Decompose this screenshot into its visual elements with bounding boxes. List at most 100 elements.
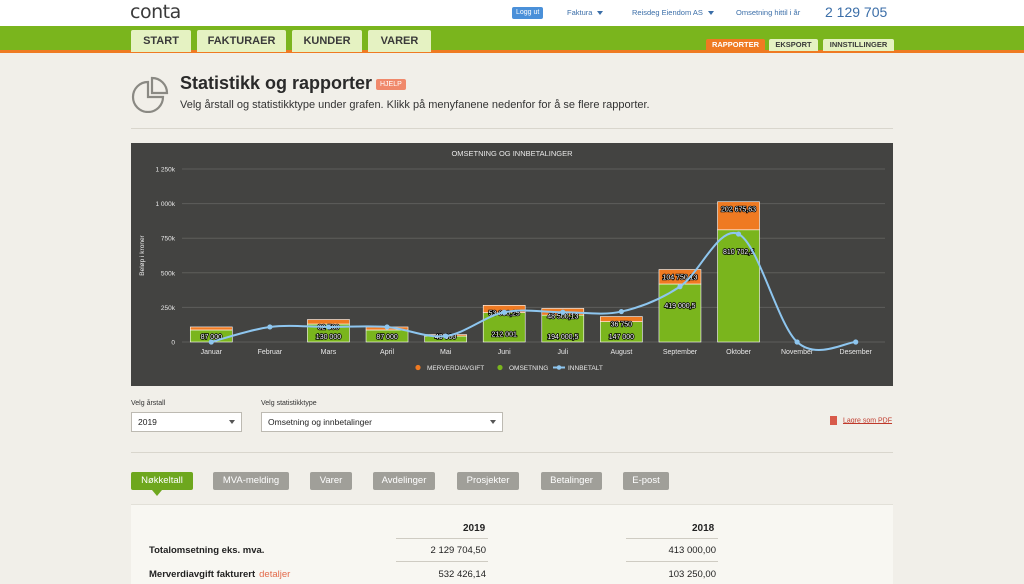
divider [131,128,893,129]
point-innbetalt [794,339,800,345]
bar-omsetning [717,229,760,343]
x-tick-label: Januar [201,349,223,356]
nav-tab-fakturaer[interactable]: FAKTURAER [197,30,286,52]
subtab-eksport[interactable]: EKSPORT [769,39,818,51]
y-tick-label: 750k [161,236,176,243]
value-total-2019: 2 129 704,50 [430,545,486,556]
key-figures-panel [131,504,893,584]
y-tick-label: 250k [161,305,176,312]
legend-swatch [556,365,562,370]
bar-merverdiavgift [600,316,643,322]
legend-swatch [497,364,503,371]
app-logo[interactable]: conta [130,1,181,23]
faktura-menu-label: Faktura [567,8,593,17]
details-link[interactable]: detaljer [259,569,291,580]
data-label-omsetning: 212 001 [492,332,517,339]
data-label-omsetning: 194 000,5 [547,334,578,341]
chart-title: OMSETNING OG INNBETALINGER [451,149,573,158]
data-label-merverdiavgift: 48 500,13 [547,313,578,320]
tab-prosjekter[interactable]: Prosjekter [457,472,519,490]
x-tick-label: September [663,349,698,356]
stat-type-select[interactable]: Omsetning og innbetalinger [261,412,503,432]
bar-merverdiavgift [307,319,350,325]
nav-tab-varer[interactable]: VARER [368,30,431,52]
bar-omsetning [658,283,702,343]
revenue-label: Omsetning hittil i år [736,8,801,17]
data-label-omsetning: 87 000 [376,334,398,341]
point-innbetalt [267,324,273,330]
tab-nokkeltall[interactable]: Nøkkeltall [131,472,193,490]
data-label-omsetning: 130 000 [316,334,341,341]
x-tick-label: November [781,349,814,356]
pdf-icon [830,416,837,425]
x-tick-label: April [380,349,394,356]
value-mva-2018: 103 250,00 [668,569,716,580]
faktura-menu[interactable]: Faktura [567,8,604,17]
caret-down-icon [490,420,496,424]
row-label-total: Totalomsetning eks. mva. [149,545,265,556]
point-innbetalt [677,284,683,290]
legend-label: OMSETNING [509,365,548,372]
x-tick-label: August [610,349,632,356]
stat-type-label: Velg statistikktype [261,400,317,407]
point-innbetalt [384,324,390,330]
legend-label: MERVERDIAVGIFT [427,365,484,372]
nav-tab-start[interactable]: START [131,30,191,52]
value-underline [396,561,488,562]
tab-e-post[interactable]: E-post [623,472,669,490]
x-tick-label: Desember [840,349,873,356]
chart-svg: OMSETNING OG INNBETALINGER Beløp i kroner… [139,149,885,372]
page-title: Statistikk og rapporter [180,73,373,93]
subtab-rapporter[interactable]: RAPPORTER [706,39,765,51]
x-tick-label: Juni [498,349,511,356]
point-innbetalt [560,309,566,315]
subtab-innstillinger[interactable]: INNSTILLINGER [823,39,894,51]
main-nav: START FAKTURAER KUNDER VARER RAPPORTER E… [0,26,1024,53]
y-tick-label: 1 000k [155,201,175,208]
nav-tab-kunder[interactable]: KUNDER [292,30,362,52]
chevron-down-icon [707,11,714,16]
x-tick-label: Mai [440,349,452,356]
value-mva-2019: 532 426,14 [438,569,486,580]
row-label-mva: Merverdiavgift fakturert detaljer [149,569,290,580]
row-label-mva-text: Merverdiavgift fakturert [149,569,256,580]
y-axis-label: Beløp i kroner [139,234,146,275]
x-tick-label: Mars [321,349,337,356]
save-pdf-label: Lagre som PDF [843,417,893,425]
bar-merverdiavgift [717,201,760,231]
data-label-merverdiavgift: 104 750,13 [662,275,697,282]
y-tick-label: 1 250k [155,167,175,174]
help-badge[interactable]: HJELP [376,79,406,90]
legend-swatch [415,364,421,371]
x-tick-label: Juli [558,349,569,356]
tab-avdelinger[interactable]: Avdelinger [373,472,435,490]
tab-betalinger[interactable]: Betalinger [541,472,602,490]
x-tick-label: Oktober [726,349,752,356]
point-innbetalt [853,339,859,345]
y-tick-label: 0 [171,340,175,347]
bar-merverdiavgift [189,326,233,331]
legend-label: INNBETALT [568,365,603,372]
active-tab-pointer [152,490,162,496]
year-label: Velg årstall [131,400,166,407]
data-label-merverdiavgift: 202 675,63 [721,207,756,214]
year-select[interactable]: 2019 [131,412,242,432]
year-col-2019: 2019 [463,523,486,534]
point-innbetalt [325,324,332,330]
col-underline [396,538,488,539]
data-label-omsetning: 810 702,5 [723,249,754,256]
data-label-merverdiavgift: 36 750 [611,322,633,329]
point-innbetalt [735,231,742,237]
company-menu-label: Reisdeg Eiendom AS [632,8,703,17]
y-tick-label: 500k [161,270,176,277]
tab-mva-melding[interactable]: MVA-melding [213,472,289,490]
save-pdf-link[interactable]: Lagre som PDF [830,416,892,425]
page-subtitle: Velg årstall og statistikktype under gra… [180,99,650,111]
tab-varer[interactable]: Varer [310,472,352,490]
logout-button[interactable]: Logg ut [512,7,544,19]
chevron-down-icon [597,11,604,16]
caret-down-icon [229,420,235,424]
company-menu[interactable]: Reisdeg Eiendom AS [632,8,714,17]
top-bar: conta Logg ut Faktura Reisdeg Eiendom AS… [0,0,1024,26]
revenue-value: 2 129 705 [825,4,888,20]
